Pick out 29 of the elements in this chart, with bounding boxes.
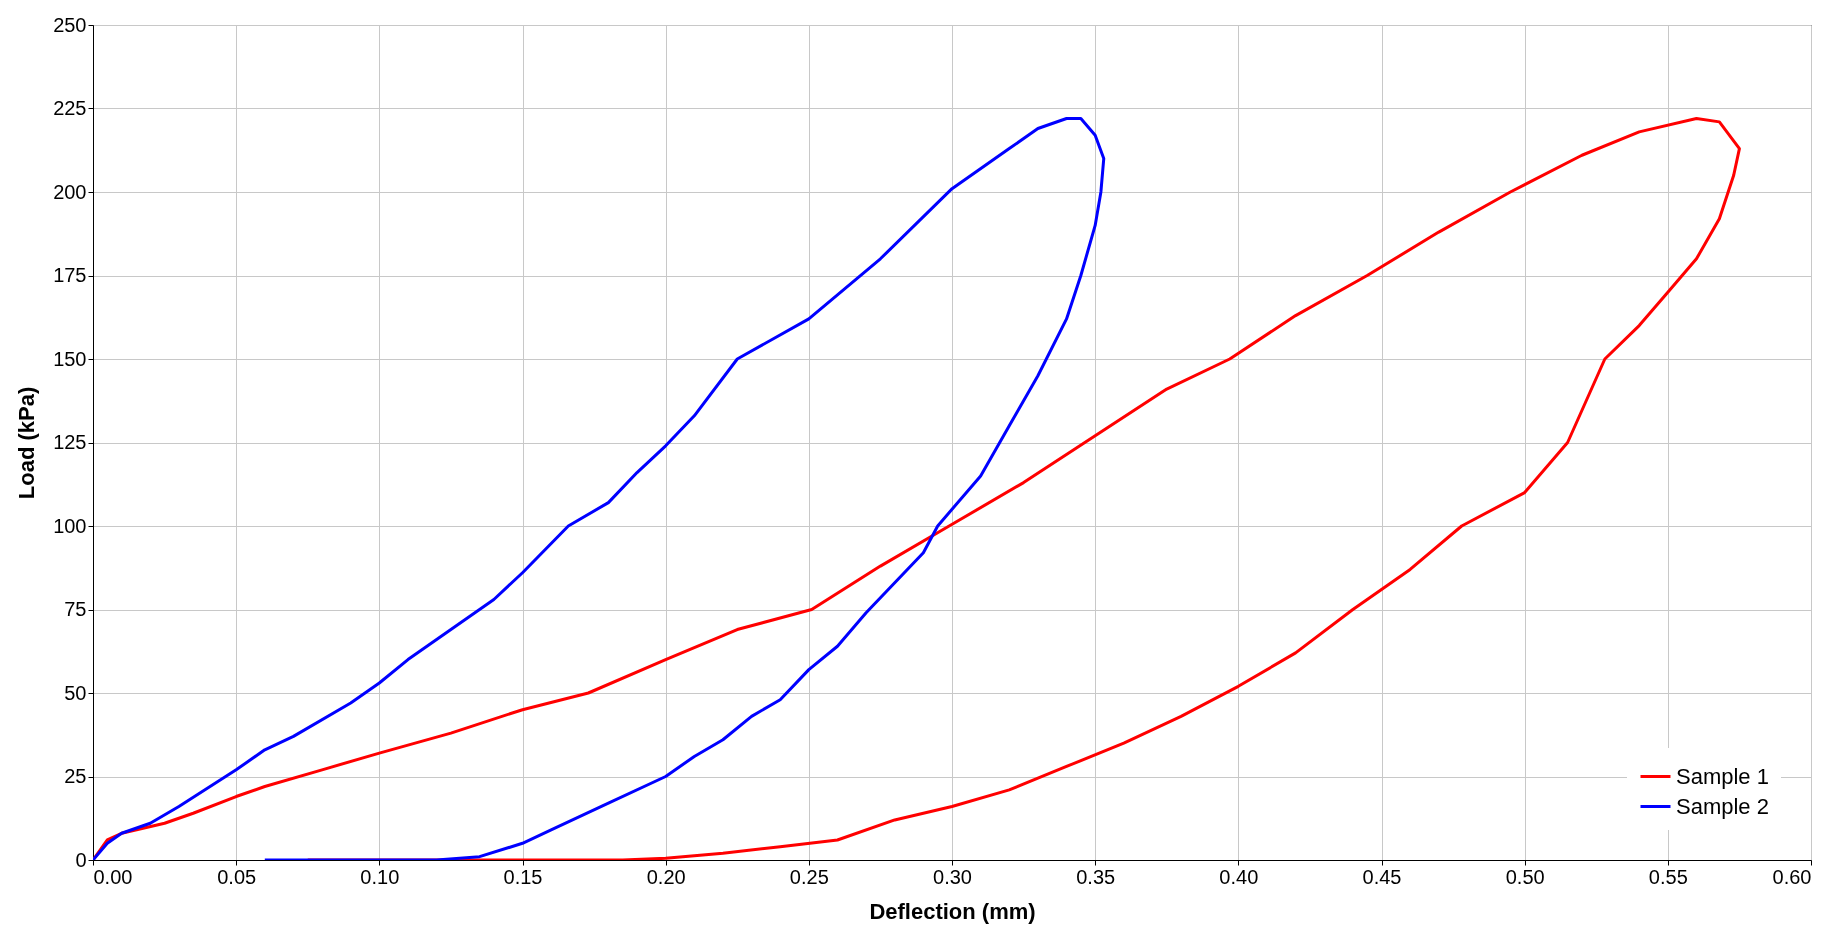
x-tick-label: 0.50 [1505,865,1545,888]
legend-label: Sample 2 [1676,793,1769,819]
x-axis-title: Deflection (mm) [869,898,1036,924]
y-tick-label: 50 [64,681,87,704]
x-tick-label: 0.55 [1648,865,1688,888]
y-tick-label: 25 [64,765,87,787]
x-tick-label: 0.05 [217,865,257,888]
x-tick-label: 0.10 [360,865,400,888]
x-tick-label: 0.15 [503,865,543,888]
y-tick-label: 0 [75,848,87,871]
x-tick-label: 0.60 [1772,865,1812,888]
y-tick-label: 100 [53,514,87,537]
y-axis-title: Load (kPa) [14,386,40,500]
x-tick-label: 0.30 [933,865,972,888]
x-tick-label: 0.20 [646,865,686,888]
y-tick-label: 200 [53,180,87,203]
y-tick-label: 75 [64,598,87,620]
y-tick-label: 125 [53,431,87,453]
x-tick-label: 0.25 [789,865,829,888]
legend-label: Sample 1 [1676,763,1769,789]
x-tick-label: 0.45 [1362,865,1402,888]
x-tick-label: 0.40 [1219,865,1259,888]
y-tick-label: 250 [53,13,87,36]
y-tick-label: 175 [53,264,87,286]
x-tick-label: 0.00 [93,865,133,888]
x-tick-label: 0.35 [1076,865,1116,888]
y-tick-label: 150 [53,347,87,370]
line-series [93,117,1106,860]
y-tick-label: 225 [53,97,87,119]
